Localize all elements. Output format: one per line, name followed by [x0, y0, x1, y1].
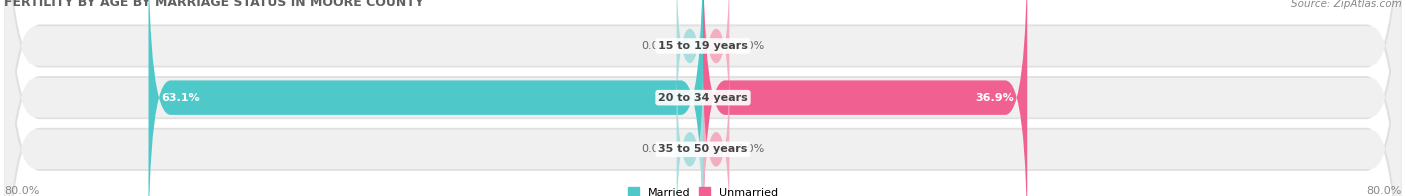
Text: 0.0%: 0.0%	[641, 41, 669, 51]
Text: 15 to 19 years: 15 to 19 years	[658, 41, 748, 51]
FancyBboxPatch shape	[703, 0, 730, 136]
FancyBboxPatch shape	[676, 0, 703, 136]
FancyBboxPatch shape	[149, 0, 703, 196]
Text: 35 to 50 years: 35 to 50 years	[658, 144, 748, 154]
Text: 0.0%: 0.0%	[641, 144, 669, 154]
Text: 20 to 34 years: 20 to 34 years	[658, 93, 748, 103]
FancyBboxPatch shape	[4, 0, 1402, 196]
Text: Source: ZipAtlas.com: Source: ZipAtlas.com	[1291, 0, 1402, 9]
Text: 80.0%: 80.0%	[1367, 186, 1402, 196]
FancyBboxPatch shape	[4, 0, 1402, 196]
FancyBboxPatch shape	[703, 0, 1028, 196]
FancyBboxPatch shape	[4, 0, 1402, 196]
FancyBboxPatch shape	[4, 0, 1402, 196]
Legend: Married, Unmarried: Married, Unmarried	[623, 183, 783, 196]
Text: 80.0%: 80.0%	[4, 186, 39, 196]
Text: FERTILITY BY AGE BY MARRIAGE STATUS IN MOORE COUNTY: FERTILITY BY AGE BY MARRIAGE STATUS IN M…	[4, 0, 425, 9]
FancyBboxPatch shape	[676, 59, 703, 196]
FancyBboxPatch shape	[4, 0, 1402, 196]
Text: 36.9%: 36.9%	[976, 93, 1014, 103]
Text: 63.1%: 63.1%	[162, 93, 200, 103]
Text: 0.0%: 0.0%	[737, 144, 765, 154]
Text: 0.0%: 0.0%	[737, 41, 765, 51]
FancyBboxPatch shape	[703, 59, 730, 196]
FancyBboxPatch shape	[4, 0, 1402, 196]
